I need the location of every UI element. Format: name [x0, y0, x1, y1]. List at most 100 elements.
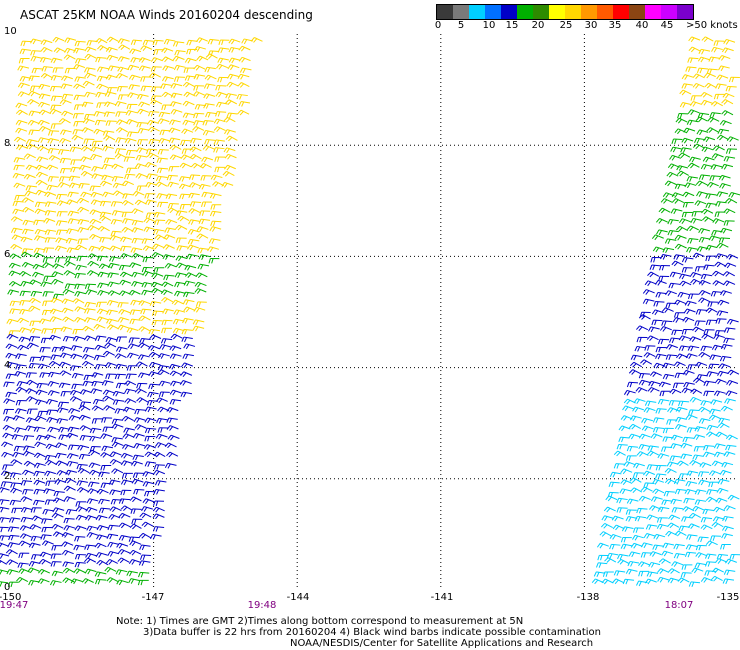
note-line-1: Note: 1) Times are GMT 2)Times along bot… — [116, 616, 524, 627]
wind-barb — [74, 272, 86, 279]
wind-barb — [713, 451, 726, 458]
wind-barb — [706, 489, 718, 495]
wind-barb — [118, 535, 131, 541]
wind-barb — [169, 399, 182, 405]
wind-barb — [183, 67, 195, 74]
wind-barb — [210, 220, 222, 227]
wind-barb — [681, 387, 694, 394]
wind-barb — [717, 370, 729, 377]
wind-barb — [707, 301, 719, 307]
wind-barb — [623, 461, 636, 467]
wind-barb — [203, 83, 216, 90]
wind-barb — [164, 227, 176, 234]
wind-barb — [703, 444, 715, 451]
lat-label-2: 2 — [4, 471, 11, 482]
wind-barb — [2, 432, 15, 439]
wind-barb — [167, 202, 179, 209]
wind-barb — [713, 390, 726, 397]
wind-barb — [652, 544, 664, 551]
wind-barb — [22, 450, 35, 457]
wind-barb — [117, 557, 130, 564]
wind-barb — [652, 478, 664, 485]
wind-barb — [719, 183, 731, 189]
wind-barb — [105, 337, 118, 343]
wind-barb — [657, 453, 670, 459]
wind-barb — [668, 514, 681, 521]
wind-barb — [181, 328, 193, 335]
wind-barb — [626, 445, 639, 452]
wind-barb — [215, 85, 227, 91]
wind-barb — [164, 263, 177, 269]
wind-barb — [16, 380, 29, 387]
wind-barb — [723, 337, 735, 344]
wind-barb — [712, 218, 725, 224]
wind-barb — [77, 197, 90, 204]
colorbar-label: 25 — [559, 20, 573, 31]
lat-label-6: 6 — [4, 249, 11, 260]
wind-barb — [28, 90, 41, 97]
wind-barb — [199, 162, 212, 169]
wind-barb — [169, 144, 182, 151]
wind-barb — [664, 238, 677, 245]
wind-barb — [656, 517, 668, 523]
wind-barb — [95, 38, 108, 44]
wind-barb — [202, 129, 215, 136]
wind-barb — [151, 86, 162, 93]
wind-barb — [168, 166, 180, 172]
wind-barb — [151, 287, 164, 294]
wind-barb — [99, 236, 111, 243]
wind-barb — [60, 83, 73, 90]
wind-barb — [107, 65, 120, 72]
wind-barb — [671, 260, 684, 267]
colorbar-segment — [645, 5, 661, 19]
wind-barb — [192, 126, 205, 132]
wind-barb — [708, 470, 721, 476]
wind-barb — [714, 378, 727, 385]
wind-barb — [26, 408, 38, 415]
wind-barb — [643, 533, 656, 539]
wind-barb — [44, 229, 57, 236]
wind-barb — [37, 137, 50, 143]
wind-barb — [0, 542, 9, 548]
wind-barb — [134, 408, 146, 415]
colorbar-segment — [565, 5, 581, 19]
wind-barb — [55, 237, 68, 244]
wind-barb — [92, 398, 105, 405]
wind-barb — [39, 57, 52, 63]
wind-barb — [608, 481, 620, 488]
wind-barb — [33, 235, 46, 241]
wind-barb — [160, 338, 173, 344]
wind-barb — [41, 540, 54, 547]
wind-barb — [22, 219, 35, 226]
wind-barb — [674, 530, 687, 537]
wind-barb — [61, 93, 74, 100]
wind-barb — [120, 505, 133, 512]
wind-barb — [194, 281, 207, 288]
wind-barb — [131, 227, 144, 233]
wind-barb — [696, 129, 709, 136]
wind-barb — [605, 495, 618, 502]
wind-barb — [168, 137, 181, 144]
wind-barb — [115, 127, 128, 133]
wind-barb — [7, 289, 20, 296]
wind-barb — [37, 410, 49, 417]
wind-barb — [102, 350, 115, 357]
wind-barb — [657, 506, 670, 513]
wind-barb — [680, 572, 692, 578]
wind-barb — [634, 345, 646, 352]
wind-barb — [673, 254, 685, 260]
wind-barb — [705, 431, 718, 437]
wind-barb — [704, 82, 717, 89]
note-line-2: 3)Data buffer is 22 hrs from 20160204 4)… — [143, 627, 601, 638]
wind-barb — [144, 461, 157, 467]
wind-barb — [703, 329, 715, 335]
wind-barb — [74, 525, 87, 532]
wind-barb — [187, 228, 200, 235]
wind-barb — [106, 533, 119, 540]
wind-barb — [84, 317, 96, 323]
wind-barb — [694, 562, 707, 569]
wind-barb — [62, 316, 75, 323]
wind-barb — [728, 76, 740, 83]
wind-barb — [647, 450, 660, 457]
wind-barb — [215, 101, 228, 108]
